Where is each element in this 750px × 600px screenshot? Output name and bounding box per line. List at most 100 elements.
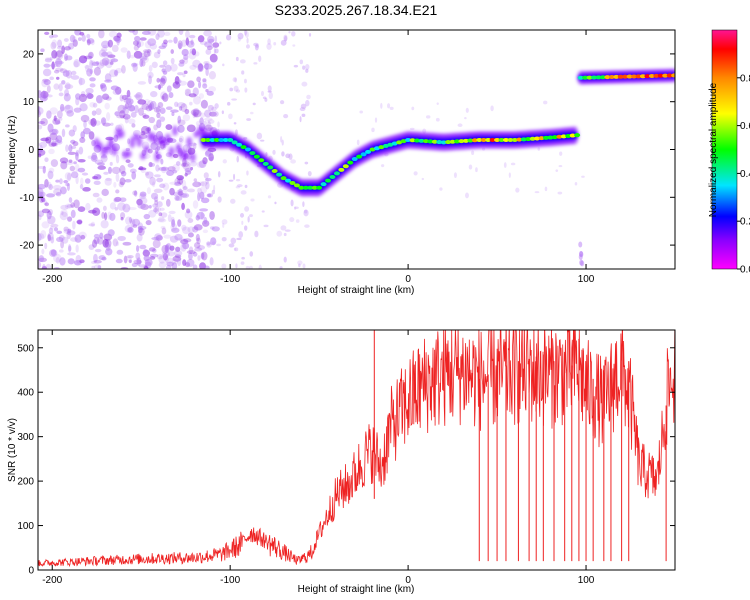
noise-speck <box>453 172 457 179</box>
noise-speck <box>50 142 58 147</box>
noise-speck <box>161 196 165 201</box>
noise-speck <box>162 70 168 75</box>
noise-speck <box>206 242 212 248</box>
ridge-core-cell <box>422 139 429 144</box>
noise-speck <box>50 236 55 244</box>
noise-speck <box>299 116 302 123</box>
noise-speck <box>38 105 41 111</box>
noise-speck <box>75 93 81 100</box>
noise-speck <box>148 103 153 111</box>
noise-speck <box>190 39 194 45</box>
noise-speck <box>146 187 151 195</box>
noise-speck <box>104 102 110 110</box>
noise-speck <box>240 190 247 195</box>
noise-speck <box>88 223 95 227</box>
noise-speck <box>59 211 69 221</box>
noise-speck <box>188 246 194 254</box>
noise-speck <box>40 230 47 239</box>
noise-speck <box>490 105 494 112</box>
noise-speck <box>122 106 130 115</box>
noise-speck <box>111 44 119 53</box>
noise-speck <box>77 159 86 163</box>
noise-speck <box>67 252 76 256</box>
noise-speck <box>199 117 204 125</box>
noise-speck <box>193 178 198 183</box>
noise-speck <box>252 102 256 106</box>
noise-speck <box>465 107 469 113</box>
noise-speck <box>515 187 520 193</box>
noise-speck <box>189 64 197 70</box>
noise-speck <box>70 209 76 219</box>
ridge-core-cell <box>405 137 412 142</box>
noise-speck <box>295 219 300 223</box>
noise-speck <box>192 59 201 68</box>
noise-speck <box>156 177 164 183</box>
noise-speck <box>148 209 157 218</box>
noise-speck <box>139 244 147 250</box>
noise-speck <box>281 139 284 146</box>
noise-speck <box>48 227 54 235</box>
noise-speck <box>154 85 163 89</box>
noise-speck <box>55 179 60 183</box>
noise-speck <box>54 142 59 147</box>
noise-speck <box>38 261 42 269</box>
noise-speck <box>213 111 219 117</box>
noise-speck <box>75 175 79 185</box>
noise-speck <box>86 33 91 39</box>
noise-speck <box>45 263 52 269</box>
noise-speck <box>63 53 68 61</box>
noise-speck <box>267 195 272 199</box>
noise-speck <box>176 178 184 185</box>
ridge-cell <box>143 145 150 154</box>
noise-speck <box>78 231 87 239</box>
noise-speck <box>157 30 165 38</box>
noise-speck <box>93 66 101 76</box>
ridge-core-cell <box>271 169 278 174</box>
noise-speck <box>74 151 79 157</box>
y-tick-label: 100 <box>17 521 34 532</box>
spectrogram-upper-band-core <box>577 73 675 80</box>
noise-speck <box>61 128 66 138</box>
noise-speck <box>56 76 60 80</box>
noise-speck <box>153 188 163 193</box>
noise-speck <box>216 243 221 247</box>
noise-speck <box>197 192 201 202</box>
noise-speck <box>102 205 107 211</box>
noise-speck <box>174 75 180 85</box>
y-tick-label: 500 <box>17 343 34 354</box>
noise-speck <box>66 110 74 117</box>
noise-speck <box>41 266 48 269</box>
noise-speck <box>244 30 247 36</box>
noise-speck <box>147 99 154 109</box>
noise-speck <box>241 256 245 260</box>
noise-speck <box>203 30 212 37</box>
noise-speck <box>101 40 110 49</box>
ridge-core-cell <box>338 167 345 172</box>
noise-speck <box>44 202 49 207</box>
noise-speck <box>56 49 63 58</box>
noise-speck <box>196 237 201 245</box>
noise-speck <box>170 109 179 113</box>
noise-speck <box>109 202 117 210</box>
noise-speck <box>79 184 84 190</box>
noise-speck <box>159 64 166 68</box>
noise-speck <box>64 46 71 51</box>
noise-speck <box>198 93 205 99</box>
noise-speck <box>143 264 149 269</box>
noise-speck <box>109 212 116 221</box>
noise-speck <box>283 256 287 263</box>
noise-speck <box>164 64 172 72</box>
x-tick-label: 100 <box>578 274 595 285</box>
ridge-core-cell <box>413 138 420 143</box>
noise-speck <box>235 178 241 182</box>
noise-speck <box>177 237 186 242</box>
ridge-core-cell <box>502 137 509 142</box>
noise-speck <box>167 257 173 264</box>
noise-speck <box>90 60 96 67</box>
noise-speck <box>39 191 46 198</box>
noise-speck <box>250 198 255 202</box>
ridge-cell <box>168 146 175 158</box>
ridge-core-cell <box>511 137 518 142</box>
noise-speck <box>147 71 154 79</box>
noise-speck <box>198 62 204 72</box>
